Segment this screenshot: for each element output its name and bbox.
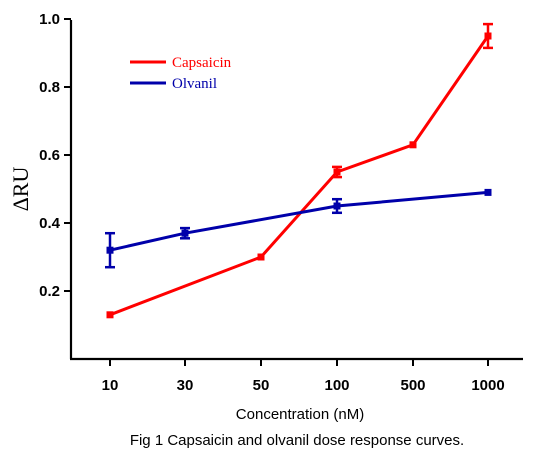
x-tick-label: 50	[253, 377, 270, 394]
legend-label-capsaicin: Capsaicin	[172, 55, 232, 71]
data-point-capsaicin	[333, 168, 341, 176]
legend: Capsaicin Olvanil	[130, 55, 232, 92]
y-tick-label: 0.2	[39, 283, 60, 300]
y-axis-label: ΔRU	[8, 167, 33, 212]
data-point-olvanil	[106, 246, 114, 254]
x-tick-label: 1000	[471, 377, 504, 394]
data-point-olvanil	[181, 229, 189, 237]
data-point-capsaicin	[106, 311, 114, 319]
x-tick-label: 10	[102, 377, 119, 394]
x-tick-label: 100	[324, 377, 349, 394]
legend-label-olvanil: Olvanil	[172, 76, 217, 92]
y-tick-label: 0.6	[39, 147, 60, 164]
data-point-capsaicin	[409, 141, 417, 149]
y-tick-label: 0.4	[39, 215, 61, 232]
series-capsaicin	[106, 22, 493, 319]
x-axis-label: Concentration (nM)	[236, 406, 364, 423]
data-point-olvanil	[333, 202, 341, 210]
data-point-capsaicin	[484, 32, 492, 40]
series-olvanil	[105, 188, 492, 269]
x-tick-label: 30	[177, 377, 194, 394]
axes	[69, 20, 523, 361]
y-tick-label: 0.8	[39, 79, 60, 96]
series	[105, 22, 493, 319]
x-ticks: 10 30 50 100 500 1000	[102, 359, 505, 394]
x-tick-label: 500	[400, 377, 425, 394]
data-point-olvanil	[484, 188, 492, 196]
series-line-olvanil	[109, 190, 489, 252]
data-point-capsaicin	[257, 253, 265, 261]
series-line-capsaicin	[109, 35, 490, 317]
y-tick-label: 1.0	[39, 11, 60, 28]
figure-caption: Fig 1 Capsaicin and olvanil dose respons…	[130, 432, 464, 449]
y-ticks: 0.2 0.4 0.6 0.8 1.0	[39, 11, 71, 300]
